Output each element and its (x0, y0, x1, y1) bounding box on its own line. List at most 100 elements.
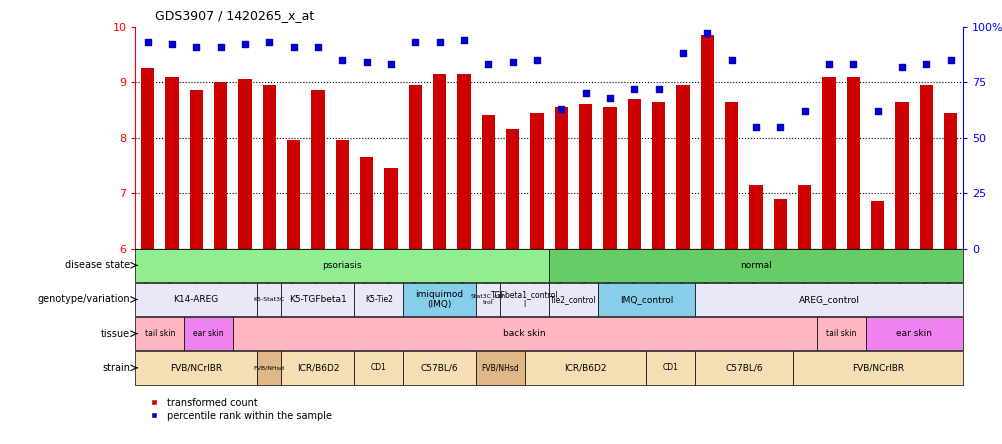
Point (236, 41, 253, 48)
Point (942, 56, 958, 63)
Text: normal: normal (739, 261, 772, 270)
Point (310, 43, 326, 50)
Bar (213, 82, 227, 249)
Text: Tie2_control: Tie2_control (550, 295, 596, 304)
Text: psoriasis: psoriasis (322, 261, 362, 270)
Bar (311, 91, 325, 249)
Text: GDS3907 / 1420265_x_at: GDS3907 / 1420265_x_at (155, 9, 315, 22)
Bar (384, 168, 397, 249)
Bar (895, 102, 908, 249)
Point (431, 39, 447, 46)
Bar (865, 317, 962, 350)
Bar (408, 85, 422, 249)
Point (261, 39, 277, 46)
Bar (282, 283, 354, 316)
Bar (549, 283, 597, 316)
Text: imiquimod
(IMQ): imiquimod (IMQ) (415, 290, 463, 309)
Bar (457, 74, 470, 249)
Bar (336, 140, 349, 249)
Point (504, 59, 520, 66)
Text: K14-AREG: K14-AREG (173, 295, 218, 304)
Text: CD1: CD1 (662, 363, 678, 373)
Text: FVB/NCrIBR: FVB/NCrIBR (170, 363, 222, 373)
Bar (282, 351, 354, 385)
Point (553, 105, 569, 112)
Bar (500, 283, 549, 316)
Text: K5-Stat3C: K5-Stat3C (254, 297, 285, 302)
Text: ear skin: ear skin (896, 329, 931, 338)
Text: TGFbeta1_control
l: TGFbeta1_control l (491, 290, 558, 309)
Bar (602, 107, 616, 249)
Point (528, 56, 544, 63)
Text: tissue: tissue (101, 329, 130, 339)
Text: ICR/B6D2: ICR/B6D2 (564, 363, 606, 373)
Bar (700, 35, 713, 249)
Bar (354, 283, 403, 316)
Bar (135, 351, 257, 385)
Bar (403, 283, 476, 316)
Bar (140, 68, 154, 249)
Bar (816, 317, 865, 350)
Text: K5-Tie2: K5-Tie2 (365, 295, 393, 304)
Point (650, 85, 666, 92)
Bar (675, 85, 689, 249)
Point (577, 90, 593, 97)
Text: disease state: disease state (65, 260, 130, 270)
Bar (476, 351, 524, 385)
Point (772, 123, 788, 130)
Point (918, 61, 934, 68)
Bar (135, 317, 184, 350)
Point (893, 63, 909, 70)
Text: CD1: CD1 (371, 363, 387, 373)
Text: AREG_control: AREG_control (798, 295, 859, 304)
Point (601, 94, 617, 101)
Bar (257, 283, 282, 316)
Bar (597, 283, 694, 316)
Text: ICR/B6D2: ICR/B6D2 (297, 363, 339, 373)
Bar (238, 79, 252, 249)
Bar (165, 77, 178, 249)
Bar (549, 249, 962, 282)
Point (869, 107, 885, 115)
Text: FVB/NCrIBR: FVB/NCrIBR (851, 363, 903, 373)
Bar (798, 185, 811, 249)
Bar (792, 351, 962, 385)
Bar (694, 351, 792, 385)
Bar (189, 91, 202, 249)
Bar (724, 102, 737, 249)
Bar (773, 199, 787, 249)
Text: C57BL/6: C57BL/6 (724, 363, 762, 373)
Point (334, 56, 350, 63)
Point (698, 30, 714, 37)
Text: genotype/variation: genotype/variation (38, 294, 130, 305)
Point (674, 50, 690, 57)
Point (383, 61, 399, 68)
Bar (524, 351, 646, 385)
Bar (530, 113, 543, 249)
Point (286, 43, 302, 50)
Bar (919, 85, 932, 249)
Bar (433, 74, 446, 249)
Text: back skin: back skin (503, 329, 545, 338)
Point (407, 39, 423, 46)
Text: FVB/NHsd: FVB/NHsd (254, 365, 285, 370)
Bar (403, 351, 476, 385)
Point (139, 39, 155, 46)
Point (359, 59, 375, 66)
Text: strain: strain (102, 363, 130, 373)
Bar (135, 249, 549, 282)
Bar (554, 107, 567, 249)
Point (796, 107, 812, 115)
Bar (651, 102, 664, 249)
Point (845, 61, 861, 68)
Point (722, 56, 738, 63)
Bar (481, 115, 495, 249)
Point (747, 123, 764, 130)
Bar (646, 351, 694, 385)
Bar (287, 140, 300, 249)
Text: K5-TGFbeta1: K5-TGFbeta1 (289, 295, 347, 304)
Point (212, 43, 228, 50)
Text: Stat3C_con
trol: Stat3C_con trol (470, 294, 506, 305)
Text: C57BL/6: C57BL/6 (421, 363, 458, 373)
Bar (184, 317, 232, 350)
